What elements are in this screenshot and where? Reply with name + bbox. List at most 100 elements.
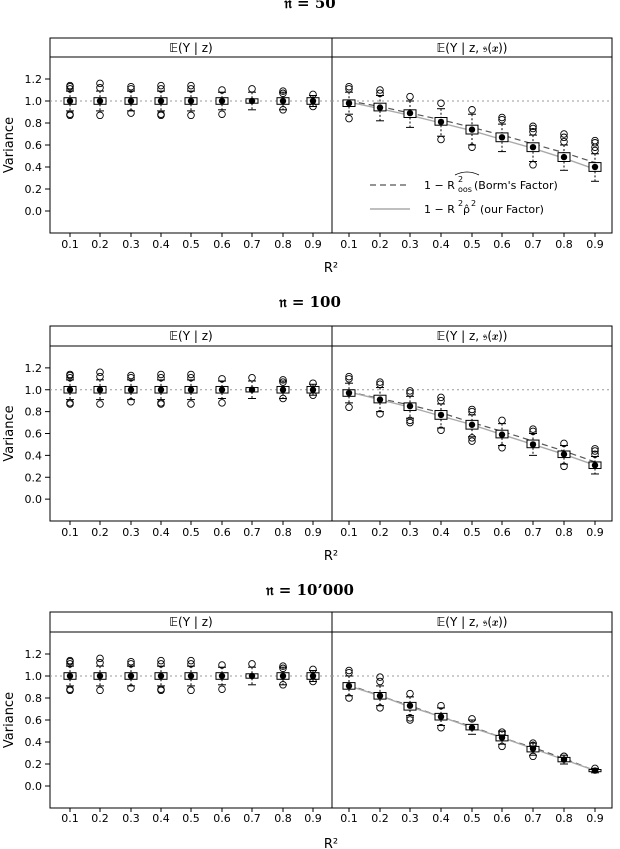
median-dot [218,97,226,105]
outlier-point [437,701,445,710]
x-tick-label: 0.5 [463,526,481,539]
box-0.7 [245,85,259,111]
outlier-point [468,143,476,151]
x-tick-label: 0.3 [122,526,140,539]
y-axis-label: Variance [2,405,17,461]
outlier-point [498,113,506,122]
box-0.9 [306,90,320,111]
median-dot [187,672,195,680]
outlier-point [437,396,445,405]
x-tick-label: 0.4 [152,812,170,825]
outlier-point [309,665,317,674]
outlier-point [187,656,195,665]
median-dot [406,109,414,117]
y-tick-label: 0.2 [25,758,43,771]
outlier-point [406,689,414,698]
box-0.2 [93,654,107,695]
x-tick-label: 0.2 [91,238,109,251]
outlier-point [591,146,599,155]
legend-formula-borm: 1 − R [424,179,455,192]
outlier-point [406,714,414,722]
chart-1: 𝔫 = 50 𝔼(Y | z) 𝔼(Y | z, 𝔰(𝒙)) 0.0 0.2 0.4 0.6… [2,0,613,276]
outlier-point [157,370,165,379]
x-tick-label: 0.1 [340,812,358,825]
box-0.7 [245,660,259,686]
outlier-point [218,399,226,407]
x-tick-label: 0.9 [304,812,322,825]
median-dot [406,402,414,410]
y-tick-label: 0.8 [25,692,43,705]
box-0.7 [245,373,259,399]
outlier-point [591,139,599,147]
y-tick-label: 0.4 [25,736,43,749]
outlier-point [309,90,317,99]
outlier-point [157,110,165,118]
y-tick-label: 0.4 [25,161,43,174]
x-tick-label: 0.2 [371,526,389,539]
median-dot [309,97,317,105]
outlier-point [406,716,414,724]
legend-formula-sup: 2 [458,175,463,184]
median-dot [376,692,384,699]
outlier-point [345,82,353,91]
outlier-point [468,434,476,442]
box-0.5 [465,715,479,735]
legend-formula-sup: 2 [458,199,463,208]
outlier-point [187,373,195,382]
x-tick-label: 0.6 [493,812,511,825]
outlier-point [96,400,104,408]
x-tick-label: 0.3 [401,238,419,251]
outlier-point [406,389,414,397]
median-dot [468,421,476,428]
outlier-point [345,694,353,702]
x-tick-label: 0.6 [213,812,231,825]
outlier-point [437,723,445,732]
outlier-point [309,102,317,111]
box-0.2 [373,378,387,418]
outlier-point [248,85,256,93]
outlier-point [127,109,135,117]
outlier-point [560,133,568,142]
outlier-point [376,86,384,94]
box-0.4 [154,81,168,120]
outlier-point [560,752,568,761]
legend-label-ours: (our Factor) [480,203,544,216]
outlier-point [279,394,287,403]
outlier-point [96,368,104,377]
outlier-point [248,660,256,668]
box-0.2 [373,86,387,122]
outlier-point [279,89,287,98]
x-tick-label: 0.7 [524,526,542,539]
outlier-point [218,685,226,693]
box-0.7 [526,425,540,456]
legend-formula-ours: 1 − R [424,203,455,216]
outlier-point [96,686,104,695]
outlier-point [591,445,599,453]
median-dot [437,118,445,126]
x-tick-label: 0.1 [61,526,79,539]
outlier-point [127,371,135,380]
outlier-point [66,85,74,93]
y-tick-label: 0.8 [25,117,43,130]
x-tick-label: 0.7 [524,812,542,825]
box-0.4 [154,370,168,408]
x-tick-label: 0.7 [524,238,542,251]
box-0.9 [588,136,602,182]
outlier-point [127,657,135,666]
box-0.6 [495,728,509,751]
outlier-point [345,85,353,93]
outlier-point [157,685,165,693]
box-0.1 [63,370,77,408]
outlier-point [437,99,445,107]
x-tick-label: 0.1 [340,526,358,539]
outlier-point [345,372,353,381]
x-tick-label: 0.3 [122,238,140,251]
outlier-point [529,427,537,436]
median-dot [468,126,476,133]
strip-label: 𝔼(Y | z, 𝔰(𝒙)) [437,329,508,343]
outlier-point [157,85,165,93]
y-tick-label: 0.6 [25,714,43,727]
box-0.2 [93,79,107,120]
x-tick-label: 0.8 [274,526,292,539]
